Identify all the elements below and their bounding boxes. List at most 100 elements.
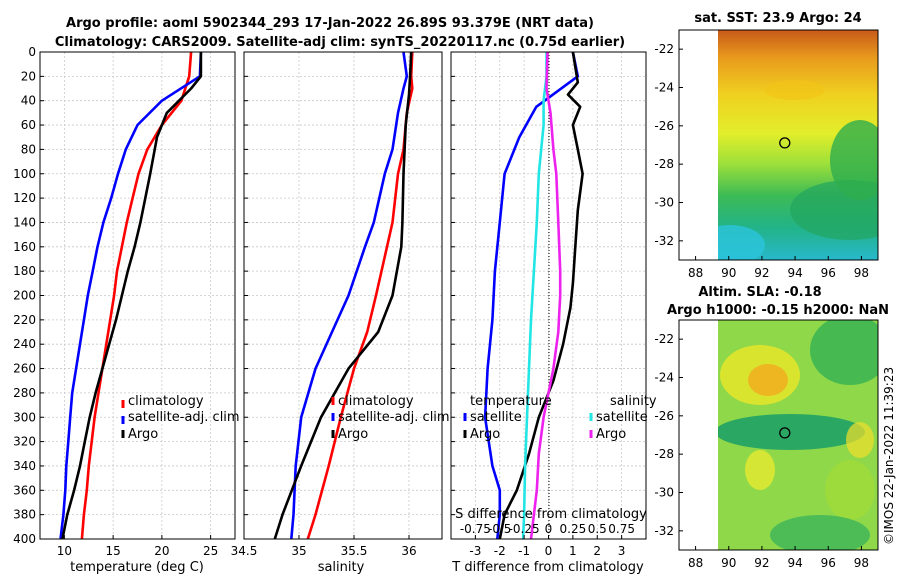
x-tick-label: 96 (821, 266, 836, 280)
x-tick-label: -2 (494, 544, 506, 558)
argo-float-marker (779, 427, 791, 439)
y-tick-label: 260 (13, 362, 36, 376)
series-satellite-adj-clim (290, 51, 409, 540)
x-tick-label: 35 (291, 544, 306, 558)
temperature-legend: climatology satellite-adj. clim Argo (121, 394, 240, 442)
series-argo (61, 52, 203, 540)
sla-map-ticks: 88 90 92 94 96 98 -22 -24 -26 -28 -30 -32 (654, 332, 869, 570)
y-tick-label: -30 (654, 196, 674, 210)
y-tick-label: 300 (13, 410, 36, 424)
y-tick-label: 400 (13, 532, 36, 546)
sla-field (718, 320, 878, 550)
title-line-1: Argo profile: aoml 5902344_293 17-Jan-20… (66, 16, 594, 31)
series-satellite-adj-clim (59, 51, 203, 540)
temperature-series (59, 51, 203, 540)
legend-label-argo: Argo (128, 427, 158, 442)
y-tick-label: -30 (654, 486, 674, 500)
y-tick-label: 360 (13, 483, 36, 497)
y-tick-label: 100 (13, 167, 36, 181)
x2-tick-label: -0.25 (509, 522, 540, 536)
series-climatology (80, 51, 193, 540)
x-tick-label: 20 (154, 544, 169, 558)
sst-field (718, 30, 878, 260)
x-tick-label: 94 (787, 266, 802, 280)
y-tick-label: 20 (21, 69, 36, 83)
y-tick-label: -22 (654, 332, 674, 346)
y-tick-label: -26 (654, 119, 674, 133)
legend-label-argo: Argo (338, 427, 368, 442)
sla-map-box (678, 319, 879, 551)
series-temperature-satellite (483, 51, 580, 540)
legend-label-climatology: climatology (338, 394, 414, 409)
y-tick-label: 0 (28, 45, 36, 59)
y-tick-label: 180 (13, 264, 36, 278)
x-tick-label: 1 (569, 544, 577, 558)
legend-label-temp-satellite: satellite (470, 410, 522, 425)
x2-tick-label: 0.25 (560, 522, 587, 536)
sla-map-subtitle: Argo h1000: -0.15 h2000: NaN (667, 303, 889, 318)
y-tick-label: 200 (13, 289, 36, 303)
y-tick-label: -24 (654, 81, 674, 95)
y-tick-label: 340 (13, 459, 36, 473)
x-tick-label: 92 (754, 556, 769, 570)
sla-map-panel: Altim. SLA: -0.18 Argo h1000: -0.15 h200… (654, 285, 889, 570)
x-tick-label: 34.5 (231, 544, 258, 558)
y-tick-label: 60 (21, 118, 36, 132)
difference-xlabel: T difference from climatology (451, 560, 644, 575)
x-tick-label: 10 (57, 544, 72, 558)
x-tick-label: -3 (469, 544, 481, 558)
salinity-panel: 34.5 35 35.5 36 salinity climatology satell… (231, 51, 450, 575)
title-line-2: Climatology: CARS2009. Satellite-adj cli… (55, 35, 625, 50)
x-tick-label: 96 (821, 556, 836, 570)
legend-title-salinity: salinity (610, 394, 657, 409)
y-tick-label: 220 (13, 313, 36, 327)
x-tick-label: 2 (593, 544, 601, 558)
sst-map-ticks: 88 90 92 94 96 98 -22 -24 -26 -28 -30 -32 (654, 42, 869, 280)
x-tick-label: 92 (754, 266, 769, 280)
series-climatology (306, 51, 414, 540)
temperature-panel: 0 20 40 60 80 100 120 140 160 180 200 220 240 260 280 3… (13, 45, 240, 575)
x-tick-label: 3 (618, 544, 626, 558)
sla-map-title: Altim. SLA: -0.18 (698, 285, 821, 300)
x-tick-label: 90 (721, 556, 736, 570)
y-tick-label: -28 (654, 157, 674, 171)
y-tick-label: -32 (654, 234, 674, 248)
x-tick-label: 94 (787, 556, 802, 570)
y-tick-label: 240 (13, 337, 36, 351)
y-tick-label: 160 (13, 240, 36, 254)
y-tick-label: 80 (21, 142, 36, 156)
x2-tick-label: 0.5 (588, 522, 607, 536)
series-argo (273, 51, 413, 540)
legend-label-satellite: satellite-adj. clim (128, 410, 240, 425)
x2-tick-label: 0.75 (608, 522, 635, 536)
y-tick-label: -32 (654, 524, 674, 538)
x-tick-label: 88 (688, 266, 703, 280)
y-tick-label: 380 (13, 508, 36, 522)
x2-tick-label: -0.5 (488, 522, 511, 536)
y-tick-label: -22 (654, 42, 674, 56)
argo-float-marker (779, 137, 791, 149)
y-tick-label: 140 (13, 215, 36, 229)
salinity-ticks: 34.5 35 35.5 36 (231, 51, 417, 558)
y-tick-label: 40 (21, 94, 36, 108)
difference-panel: -3 -2 -1 0 1 2 3 -0.75-0.5-0.25 0 0.25 0.5 0.75 T d… (450, 51, 657, 575)
y-tick-label: 320 (13, 435, 36, 449)
sst-map-panel: sat. SST: 23.9 Argo: 24 88 90 92 94 96 98 -22 -… (654, 11, 879, 280)
x-tick-label: 98 (854, 556, 869, 570)
x-tick-label: 88 (688, 556, 703, 570)
difference-ticks: -3 -2 -1 0 1 2 3 -0.75-0.5-0.25 0 0.25 0.5 0.75 (451, 51, 635, 558)
y-tick-label: 120 (13, 191, 36, 205)
x-tick-label: 25 (203, 544, 218, 558)
series-temperature-argo (498, 51, 584, 540)
difference-x2label: S difference from climatology (455, 507, 647, 522)
salinity-series (273, 51, 414, 540)
salinity-xlabel: salinity (318, 560, 365, 575)
x2-tick-label: 0 (545, 522, 553, 536)
legend-label-climatology: climatology (128, 394, 204, 409)
y-tick-label: 280 (13, 386, 36, 400)
x-tick-label: 90 (721, 266, 736, 280)
y-tick-label: -26 (654, 409, 674, 423)
legend-label-temp-argo: Argo (470, 427, 500, 442)
sst-map-box (678, 29, 879, 261)
